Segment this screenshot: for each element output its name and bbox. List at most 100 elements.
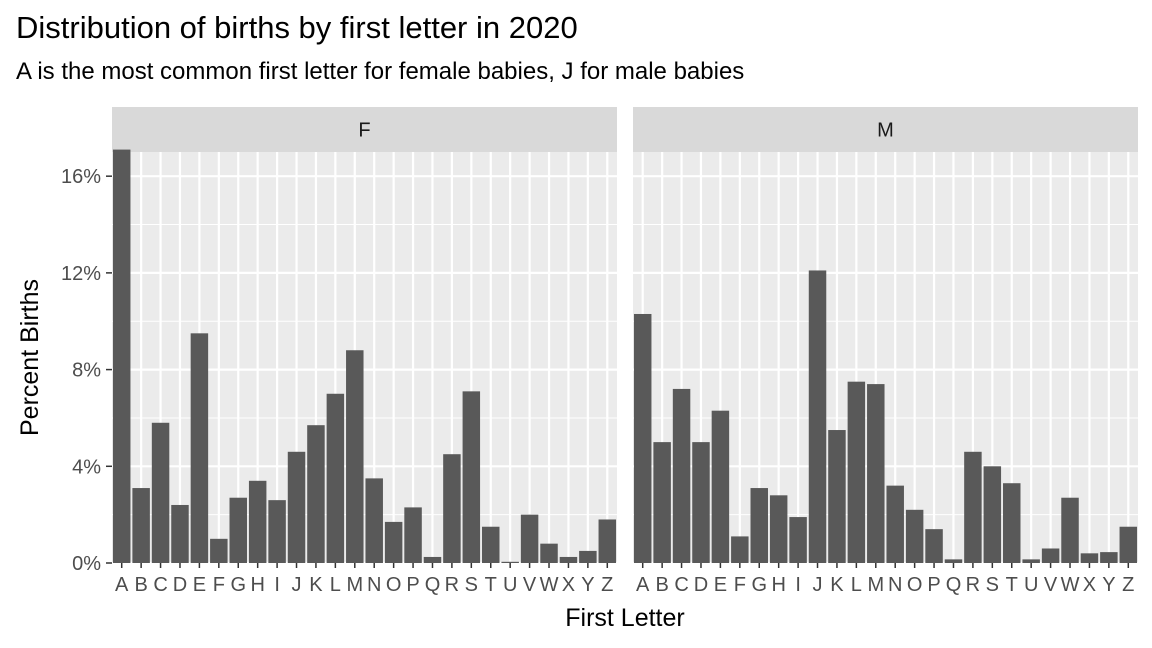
y-tick-label: 12%: [61, 263, 101, 285]
x-tick-label: P: [927, 574, 940, 596]
bar-M-J: [808, 270, 827, 563]
x-tick-label: H: [771, 574, 785, 596]
bar-M-I: [789, 517, 807, 563]
x-tick-label: F: [213, 574, 225, 596]
bar-M-G: [750, 488, 768, 563]
y-axis-title: Percent Births: [16, 279, 44, 436]
x-tick-label: L: [851, 574, 862, 596]
bar-M-V: [1041, 548, 1060, 563]
x-tick-label: V: [523, 574, 537, 596]
x-tick-label: X: [562, 574, 575, 596]
x-tick-label: B: [655, 574, 668, 596]
x-tick-label: E: [193, 574, 206, 596]
bar-F-C: [151, 422, 170, 563]
x-tick-label: G: [230, 574, 246, 596]
x-tick-label: S: [465, 574, 478, 596]
x-tick-label: L: [330, 574, 341, 596]
x-tick-label: Y: [581, 574, 594, 596]
bar-F-A: [112, 149, 131, 564]
bar-F-R: [443, 454, 461, 563]
x-tick-label: N: [367, 574, 381, 596]
bar-F-N: [365, 478, 383, 563]
bar-M-E: [711, 410, 730, 563]
bar-F-M: [346, 350, 364, 563]
x-tick-label: C: [153, 574, 167, 596]
x-tick-label: I: [274, 574, 280, 596]
x-tick-label: X: [1083, 574, 1096, 596]
panel-background-F: [112, 152, 617, 563]
bar-M-H: [769, 495, 788, 563]
x-tick-label: W: [1061, 574, 1080, 596]
bar-M-L: [847, 381, 866, 563]
x-tick-label: E: [714, 574, 727, 596]
bar-M-W: [1061, 497, 1079, 563]
y-tick-label: 16%: [61, 166, 101, 188]
bar-F-W: [540, 543, 558, 563]
bar-F-T: [482, 526, 500, 563]
x-tick-label: Z: [601, 574, 613, 596]
bar-F-V: [520, 514, 539, 563]
x-tick-label: A: [636, 574, 650, 596]
bar-M-Y: [1100, 552, 1118, 563]
x-tick-label: K: [309, 574, 323, 596]
facet-label-M: M: [877, 120, 894, 142]
bar-F-J: [287, 451, 306, 563]
bar-M-K: [828, 430, 846, 563]
bar-F-K: [307, 425, 325, 563]
facet-strip-M: [633, 107, 1138, 152]
x-tick-label: K: [830, 574, 844, 596]
facet-strip-F: [112, 107, 617, 152]
x-tick-label: C: [674, 574, 688, 596]
x-tick-label: R: [445, 574, 459, 596]
bar-M-O: [905, 509, 924, 563]
x-tick-label: A: [115, 574, 129, 596]
x-tick-label: U: [503, 574, 517, 596]
bar-F-B: [132, 488, 150, 563]
facet-label-F: F: [358, 120, 370, 142]
x-tick-label: P: [406, 574, 419, 596]
bar-M-A: [633, 313, 652, 563]
y-tick-label: 4%: [72, 456, 101, 478]
bar-F-Z: [598, 519, 617, 563]
bar-M-N: [886, 485, 904, 563]
bar-M-C: [672, 388, 691, 563]
bar-M-Q: [944, 559, 963, 563]
x-tick-label: M: [346, 574, 363, 596]
chart-title: Distribution of births by first letter i…: [16, 10, 578, 45]
x-tick-label: W: [540, 574, 559, 596]
y-tick-label: 8%: [72, 360, 101, 382]
x-tick-label: J: [292, 574, 302, 596]
x-tick-label: R: [966, 574, 980, 596]
x-tick-label: O: [907, 574, 923, 596]
bar-M-D: [692, 442, 710, 563]
bar-M-F: [731, 536, 749, 563]
bar-F-G: [229, 497, 247, 563]
x-tick-label: T: [1006, 574, 1018, 596]
bar-F-L: [326, 393, 345, 563]
bar-F-Q: [423, 556, 442, 563]
bar-M-S: [983, 466, 1002, 563]
x-tick-label: D: [694, 574, 708, 596]
x-tick-label: Z: [1122, 574, 1134, 596]
x-tick-label: S: [986, 574, 999, 596]
y-tick-label: 0%: [72, 553, 101, 575]
x-tick-label: J: [813, 574, 823, 596]
x-tick-label: N: [888, 574, 902, 596]
x-tick-label: Q: [946, 574, 962, 596]
bar-M-T: [1003, 483, 1021, 563]
bar-F-U: [501, 561, 519, 563]
x-axis-title: First Letter: [565, 604, 684, 632]
bar-F-S: [462, 391, 481, 563]
x-tick-label: I: [795, 574, 801, 596]
bar-M-R: [964, 451, 982, 563]
x-tick-label: H: [250, 574, 264, 596]
x-tick-label: V: [1044, 574, 1058, 596]
bar-M-U: [1022, 559, 1040, 563]
chart-subtitle: A is the most common first letter for fe…: [16, 58, 745, 85]
bar-F-Y: [579, 550, 597, 563]
x-tick-label: O: [386, 574, 402, 596]
bar-F-X: [559, 556, 578, 563]
bar-M-M: [867, 384, 885, 563]
